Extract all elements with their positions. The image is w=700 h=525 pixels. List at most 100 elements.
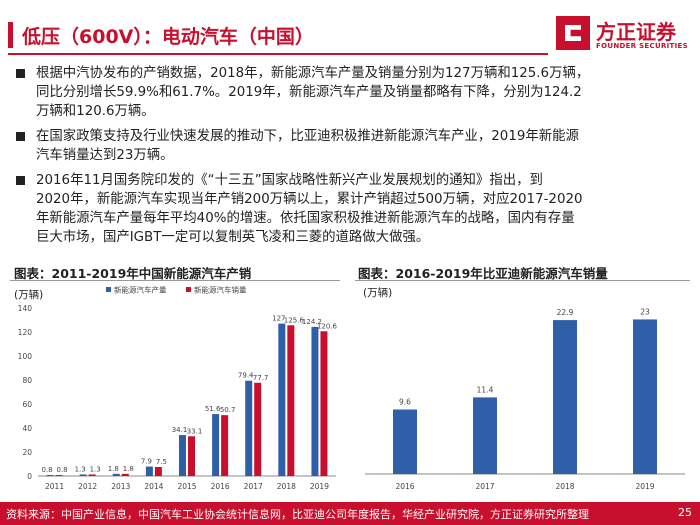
title-accent-bar [8,22,13,48]
page-title: 低压（600V）：电动汽车（中国） [22,26,314,48]
bar-2017 [473,397,497,474]
bullet-square-icon [16,176,25,185]
y-tick-label: 100 [18,352,33,361]
data-label: 51.6 [205,405,221,413]
bar-2013-0 [112,473,120,476]
x-tick-label: 2018 [277,482,296,491]
x-tick-label: 2015 [177,482,196,491]
data-label: 1.3 [75,465,86,473]
bullet-line: 年新能源汽车产量每年平均40%的增速。依托国家积极推进新能源汽车的战略，国内有存… [36,211,575,226]
bullet-line: 万辆和120.6万辆。 [36,104,155,119]
y-axis-unit-label: (万辆) [14,288,43,301]
bar-2014-0 [145,466,153,476]
bar-2019 [633,319,657,474]
y-tick-label: 60 [22,400,32,409]
bullet-line: 2016年11月国务院印发的《“十三五”国家战略性新兴产业发展规划的通知》指出，… [36,173,543,188]
bullet-text: 根据中汽协发布的产销数据，2018年，新能源汽车产量及销量分别为127万辆和12… [36,64,690,121]
chart-2-title-rule [355,280,690,281]
bar-2019-1 [320,331,328,476]
data-label: 22.9 [557,308,574,317]
title-underline [8,53,548,55]
data-label: 7.9 [141,458,152,466]
bar-2016-1 [221,415,229,476]
y-tick-label: 0 [27,472,32,481]
data-label: 77.7 [253,374,269,382]
y-tick-label: 120 [18,328,33,337]
slide-header: 低压（600V）：电动汽车（中国） 方正证券 FOUNDER SECURITIE… [0,0,700,58]
data-label: 9.6 [399,397,411,406]
x-tick-label: 2016 [211,482,230,491]
bullet-square-icon [16,132,25,141]
data-label: 125.6 [284,316,305,324]
legend-label: 新能源汽车销量 [194,285,247,295]
data-label: 1.8 [108,465,119,473]
bar-2017-1 [254,382,262,476]
bar-2014-1 [154,467,162,476]
logo-english-name: FOUNDER SECURITIES [596,42,688,50]
data-label: 127 [272,315,285,323]
bar-2017-0 [245,380,253,476]
x-tick-label: 2019 [635,482,654,491]
y-tick-label: 80 [22,376,32,385]
legend-swatch [106,287,111,292]
x-tick-label: 2014 [144,482,163,491]
data-label: 11.4 [477,385,494,394]
chart-1-title-rule [10,280,340,281]
bar-2018 [553,320,577,474]
data-label: 0.8 [41,466,52,474]
bar-2013-1 [121,473,129,476]
x-tick-label: 2011 [45,482,64,491]
chart-1-nev-production-sales: (万辆) 0 20 40 60 80 100 120 140 新能源汽车产量 新能源汽车销量 2011… [14,285,338,492]
data-label: 79.4 [238,372,254,380]
bullet-item: 2016年11月国务院印发的《“十三五”国家战略性新兴产业发展规划的通知》指出，… [14,171,690,247]
bullet-list: 根据中汽协发布的产销数据，2018年，新能源汽车产量及销量分别为127万辆和12… [14,64,690,253]
bullet-line: 同比分别增长59.9%和61.7%。2019年，新能源汽车产量及销量都略有下降，… [36,85,582,100]
bullet-text: 在国家政策支持及行业快速发展的推动下，比亚迪积极推进新能源汽车产业，2019年新… [36,127,690,165]
bar-2015-1 [188,436,195,476]
bullet-line: 汽车销量达到23万辆。 [36,148,174,163]
bar-2011-1 [55,475,63,476]
x-tick-label: 2017 [244,482,263,491]
x-tick-label: 2013 [111,482,130,491]
data-label: 124.2 [302,318,322,326]
bar-2016 [393,409,417,474]
bullet-line: 在国家政策支持及行业快速发展的推动下，比亚迪积极推进新能源汽车产业，2019年新… [36,129,579,144]
data-label: 7.5 [156,458,167,466]
x-tick-label: 2019 [310,482,329,491]
data-label: 23 [640,307,650,316]
data-label: 50.7 [220,406,236,414]
x-tick-label: 2012 [78,482,97,491]
bar-2012-1 [88,474,96,476]
data-label: 120.6 [317,322,338,330]
bar-2016-0 [212,414,220,476]
chart-2-title: 图表：2016-2019年比亚迪新能源汽车销量 [358,266,608,281]
y-tick-label: 20 [22,448,32,457]
chart-1-title: 图表：2011-2019年中国新能源汽车产销 [14,266,252,281]
page-number: 25 [678,506,692,519]
y-tick-label: 140 [18,304,33,313]
logo-chinese-name: 方正证券 [596,20,676,44]
bullet-item: 在国家政策支持及行业快速发展的推动下，比亚迪积极推进新能源汽车产业，2019年新… [14,127,690,165]
bar-2011-0 [46,475,54,476]
bullet-line: 2020年，新能源汽车实现当年产销200万辆以上，累计产销超过500万辆，对应2… [36,192,583,207]
bar-2015-0 [179,435,186,476]
bullet-text: 2016年11月国务院印发的《“十三五”国家战略性新兴产业发展规划的通知》指出，… [36,171,690,247]
bar-2018-0 [278,323,286,476]
company-logo: 方正证券 FOUNDER SECURITIES [556,14,696,60]
data-label: 0.8 [56,466,67,474]
chart-2-byd-nev-sales: (万辆) 2016 9.6 2017 11.4 2018 22.9 2019 23 [363,286,685,491]
data-label: 1.8 [123,465,134,473]
x-tick-label: 2018 [555,482,574,491]
x-tick-label: 2017 [475,482,494,491]
legend-swatch [186,287,191,292]
bullet-square-icon [16,69,25,78]
source-note: 资料来源：中国产业信息，中国汽车工业协会统计信息网，比亚迪公司年度报告，华经产业… [6,508,589,521]
x-tick-label: 2016 [395,482,414,491]
bullet-line: 巨大市场，国产IGBT一定可以复制英飞凌和三菱的道路做大做强。 [36,230,430,245]
bullet-line: 根据中汽协发布的产销数据，2018年，新能源汽车产量及销量分别为127万辆和12… [36,66,590,81]
bar-2018-1 [287,325,295,476]
footer-bar: 资料来源：中国产业信息，中国汽车工业协会统计信息网，比亚迪公司年度报告，华经产业… [0,502,700,525]
bar-2019-0 [311,326,319,476]
y-axis-unit-label: (万辆) [363,286,392,299]
y-tick-label: 40 [22,424,32,433]
